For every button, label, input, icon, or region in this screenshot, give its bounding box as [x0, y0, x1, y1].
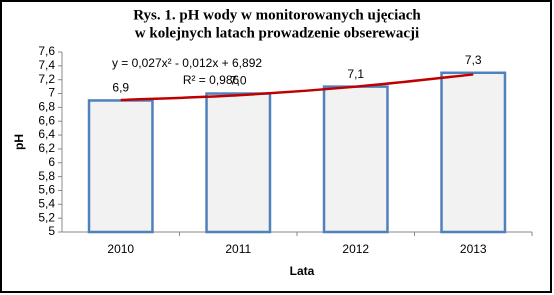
- x-tick-label: 2013: [460, 242, 487, 256]
- x-tick-label: 2010: [107, 242, 134, 256]
- trendline: [120, 73, 474, 102]
- chart-title: w kolejnych latach prowadzenie obserewac…: [135, 25, 419, 41]
- y-tick-label: 7,2: [38, 72, 55, 86]
- y-tick-label: 7,6: [38, 44, 55, 58]
- y-axis-title: pH: [12, 134, 26, 150]
- x-tick-label: 2012: [342, 242, 369, 256]
- bar: [440, 71, 507, 234]
- y-tick-label: 5,4: [38, 196, 55, 210]
- x-axis-title: Lata: [290, 264, 315, 278]
- bar: [205, 92, 272, 234]
- y-tick-label: 7,4: [38, 58, 55, 72]
- value-label: 7,1: [347, 67, 364, 81]
- value-label: 6,9: [112, 81, 129, 95]
- y-tick-label: 6,2: [38, 141, 55, 155]
- y-tick-label: 6: [48, 155, 55, 169]
- y-tick-label: 6,4: [38, 127, 55, 141]
- y-tick-label: 5,2: [38, 210, 55, 224]
- y-tick-label: 6,6: [38, 113, 55, 127]
- value-label: 7,0: [230, 74, 247, 88]
- y-tick-label: 5: [48, 224, 55, 238]
- value-label: 7,3: [465, 53, 482, 67]
- y-tick-label: 5,6: [38, 183, 55, 197]
- chart-title: Rys. 1. pH wody w monitorowanych ujęciac…: [133, 7, 421, 23]
- trend-r-squared: R² = 0,986: [183, 73, 240, 87]
- x-tick-label: 2011: [225, 242, 251, 256]
- bar: [87, 99, 154, 234]
- bar: [322, 85, 389, 234]
- y-tick-label: 7: [48, 86, 55, 100]
- trend-equation: y = 0,027x² - 0,012x + 6,892: [112, 56, 262, 70]
- y-tick-label: 6,8: [38, 100, 55, 114]
- y-tick-label: 5,8: [38, 169, 55, 183]
